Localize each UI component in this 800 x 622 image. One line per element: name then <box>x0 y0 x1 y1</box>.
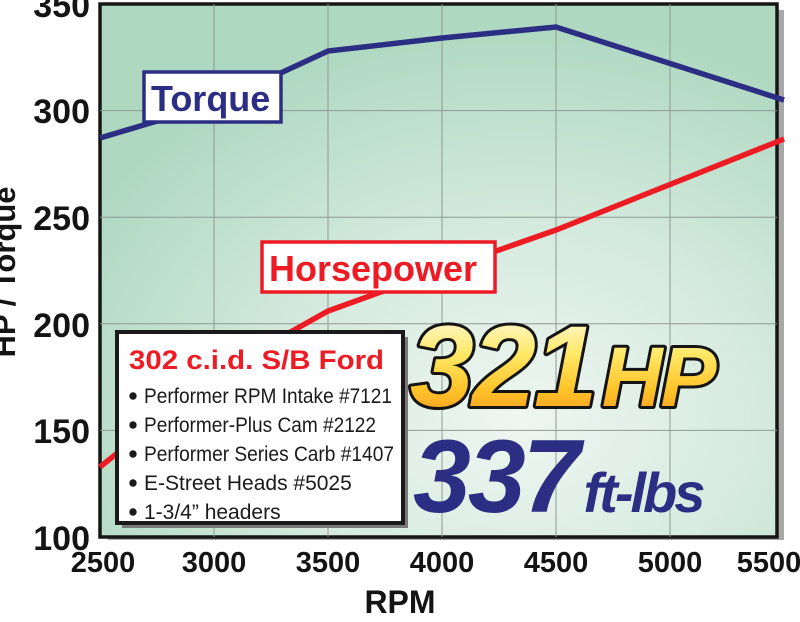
svg-text:4500: 4500 <box>524 547 589 579</box>
svg-text:5000: 5000 <box>638 547 703 579</box>
svg-text:250: 250 <box>33 200 90 238</box>
svg-text:3000: 3000 <box>182 547 247 579</box>
svg-text:Torque: Torque <box>151 78 270 119</box>
svg-text:Horsepower: Horsepower <box>269 248 477 289</box>
svg-text:2500: 2500 <box>71 547 136 579</box>
svg-text:302 c.i.d. S/B Ford: 302 c.i.d. S/B Ford <box>129 345 384 375</box>
svg-text:HP / Torque: HP / Torque <box>0 186 22 357</box>
svg-text:5500: 5500 <box>737 547 800 579</box>
svg-text:3500: 3500 <box>296 547 361 579</box>
svg-text:RPM: RPM <box>364 584 435 620</box>
svg-text:1-3/4” headers: 1-3/4” headers <box>144 501 281 524</box>
svg-text:4000: 4000 <box>410 547 475 579</box>
svg-text:150: 150 <box>33 413 90 451</box>
svg-text:Performer RPM Intake #7121: Performer RPM Intake #7121 <box>144 385 392 408</box>
svg-text:200: 200 <box>33 307 90 345</box>
svg-text:Performer Series Carb #1407: Performer Series Carb #1407 <box>144 443 394 466</box>
svg-text:300: 300 <box>33 93 90 131</box>
svg-text:Performer-Plus Cam #2122: Performer-Plus Cam #2122 <box>144 414 376 437</box>
svg-text:350: 350 <box>33 0 90 25</box>
svg-text:E-Street Heads #5025: E-Street Heads #5025 <box>144 472 352 495</box>
